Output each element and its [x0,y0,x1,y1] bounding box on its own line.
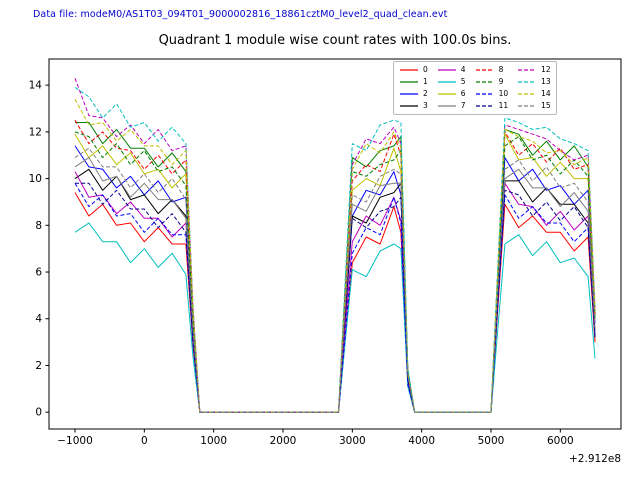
legend-line-sample [400,93,418,95]
legend-line-sample [400,81,418,83]
legend-item-4: 4 [437,64,466,76]
legend-label: 8 [498,65,504,74]
legend-line-sample [437,69,456,71]
legend-item-14: 14 [517,88,551,100]
legend-label: 10 [498,89,509,98]
series-line-7 [74,157,596,413]
legend-item-7: 7 [437,100,466,112]
series-line-10 [74,183,596,413]
legend-label: 9 [498,77,504,86]
x-tick-label: 0 [141,435,148,447]
x-tick-label: 2000 [270,435,297,447]
legend-item-5: 5 [437,76,466,88]
x-axis-offset-label: +2.912e8 [569,453,621,465]
x-tick-label: 1000 [200,435,227,447]
y-tick-label: 6 [35,267,42,279]
series-line-14 [74,98,596,413]
legend-label: 7 [460,101,466,110]
series-line-6 [74,133,596,413]
legend-item-3: 3 [399,100,428,112]
series-line-4 [74,171,596,413]
legend-label: 11 [498,101,509,110]
legend: 0 1 2 3 4 5 6 7 8 9 10 11 12 13 14 15 [393,61,557,115]
legend-line-sample [437,105,456,107]
series-line-12 [74,78,596,413]
series-line-11 [75,182,596,413]
legend-line-sample [518,81,537,83]
legend-item-12: 12 [517,64,551,76]
x-tick-label: −1000 [57,435,93,447]
series-line-3 [74,168,596,413]
series-line-8 [74,119,596,413]
legend-line-sample [475,105,494,107]
y-tick-label: 12 [29,126,42,138]
axes-group: −1000 0 1000 2000 3000 4000 5000 60000246810121… [29,58,622,447]
series-line-5 [74,222,596,413]
legend-line-sample [475,69,494,71]
legend-label: 12 [541,65,551,74]
chart-title: Quadrant 1 module wise count rates with … [158,33,512,48]
data-file-label: Data file: modeM0/AS1T03_094T01_90000028… [33,9,448,20]
legend-label: 4 [460,65,466,74]
series-line-1 [75,122,596,413]
x-tick-label: 5000 [478,435,505,447]
legend-item-0: 0 [399,64,428,76]
y-tick-label: 8 [35,220,42,232]
legend-label: 1 [423,77,428,86]
legend-label: 6 [460,89,466,98]
legend-item-2: 2 [399,88,428,100]
legend-line-sample [475,81,494,83]
series-line-13 [74,87,596,413]
x-tick-label: 4000 [408,435,435,447]
series-line-9 [74,131,596,413]
legend-label: 5 [460,77,466,86]
axes-frame [48,58,622,430]
legend-line-sample [518,93,537,95]
legend-label: 0 [423,65,428,74]
legend-label: 14 [541,89,551,98]
legend-label: 3 [423,101,428,110]
y-tick-label: 2 [35,360,42,372]
legend-item-11: 11 [475,100,509,112]
y-tick-label: 10 [29,173,42,185]
series-line-15 [74,147,596,413]
legend-line-sample [437,81,456,83]
x-tick-label: 3000 [339,435,366,447]
legend-label: 15 [541,101,551,110]
series-group [74,78,596,413]
legend-line-sample [400,69,418,71]
legend-label: 13 [541,77,551,86]
y-tick-label: 4 [35,313,42,325]
legend-label: 2 [423,89,428,98]
legend-line-sample [518,105,537,107]
legend-line-sample [400,105,418,107]
legend-item-6: 6 [437,88,466,100]
legend-item-10: 10 [475,88,509,100]
y-tick-label: 0 [35,407,42,419]
x-tick-label: 6000 [547,435,574,447]
legend-line-sample [437,93,456,95]
legend-item-15: 15 [517,100,551,112]
legend-item-13: 13 [517,76,551,88]
legend-item-1: 1 [399,76,428,88]
series-line-0 [74,192,596,413]
legend-line-sample [518,69,537,71]
legend-line-sample [475,93,494,95]
y-tick-label: 14 [29,80,43,92]
legend-item-8: 8 [475,64,509,76]
legend-item-9: 9 [475,76,509,88]
